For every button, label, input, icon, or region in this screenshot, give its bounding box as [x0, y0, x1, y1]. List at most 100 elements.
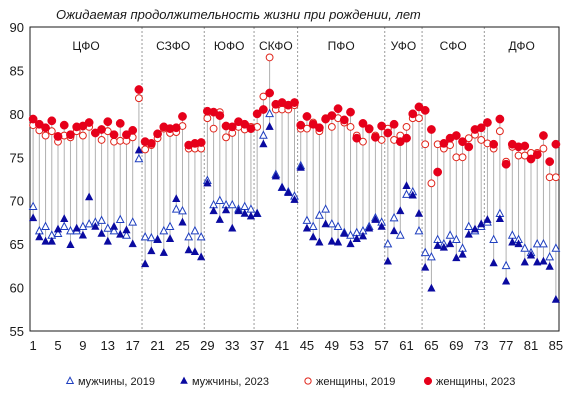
point-women-2023 — [495, 114, 505, 124]
point-men-2023 — [551, 294, 560, 303]
point-women-2023 — [352, 133, 362, 143]
point-men-2019 — [227, 199, 237, 209]
point-men-2023 — [153, 235, 162, 243]
point-men-2019 — [333, 221, 343, 231]
y-tick-label: 75 — [10, 150, 24, 165]
point-women-2019 — [359, 137, 367, 146]
x-tick-label: 29 — [200, 338, 214, 353]
point-women-2023 — [364, 124, 374, 134]
point-women-2023 — [520, 141, 530, 151]
point-women-2023 — [532, 150, 542, 160]
point-men-2023 — [514, 239, 523, 248]
point-women-2019 — [427, 179, 436, 188]
point-women-2023 — [246, 124, 256, 134]
point-men-2019 — [115, 214, 125, 224]
point-women-2023 — [265, 88, 274, 98]
x-tick-label: 1 — [29, 338, 36, 353]
x-tick-label: 21 — [150, 338, 164, 353]
point-women-2023 — [402, 133, 411, 143]
district-label: СЗФО — [156, 39, 190, 53]
x-tick-label: 57 — [374, 338, 388, 353]
x-tick-label: 61 — [399, 338, 413, 353]
point-women-2023 — [128, 125, 138, 135]
point-men-2019 — [109, 225, 119, 235]
point-men-2023 — [265, 122, 274, 130]
point-men-2023 — [433, 241, 442, 249]
point-women-2023 — [97, 125, 106, 134]
y-tick-label: 55 — [10, 324, 24, 339]
point-men-2019 — [383, 238, 393, 248]
data-markers — [28, 53, 561, 303]
legend-label: мужчины, 2023 — [192, 376, 269, 388]
point-women-2023 — [371, 132, 380, 142]
point-men-2019 — [302, 215, 312, 224]
point-women-2019 — [421, 140, 430, 149]
point-women-2023 — [408, 109, 418, 119]
point-men-2023 — [141, 259, 150, 268]
point-men-2023 — [221, 205, 231, 214]
point-men-2019 — [395, 230, 405, 239]
point-women-2019 — [110, 137, 118, 146]
point-men-2019 — [346, 230, 355, 239]
district-label: ЮФО — [214, 39, 245, 53]
point-men-2023 — [234, 206, 243, 215]
point-women-2023 — [539, 131, 548, 140]
point-men-2023 — [122, 225, 131, 234]
point-women-2023 — [433, 167, 443, 177]
point-women-2019 — [464, 134, 473, 143]
point-men-2023 — [421, 262, 430, 271]
y-tick-label: 70 — [10, 194, 24, 209]
x-tick-label: 37 — [250, 338, 264, 353]
point-women-2023 — [171, 123, 181, 133]
point-women-2023 — [389, 119, 399, 129]
point-women-2023 — [47, 116, 57, 126]
point-men-2023 — [526, 250, 536, 259]
point-women-2019 — [539, 144, 548, 153]
x-tick-label: 77 — [499, 338, 513, 353]
legend-marker — [304, 377, 312, 385]
point-women-2019 — [209, 124, 218, 133]
point-men-2023 — [377, 222, 386, 230]
y-tick-label: 80 — [10, 107, 24, 122]
point-men-2023 — [277, 182, 287, 191]
x-tick-label: 81 — [524, 338, 538, 353]
point-women-2023 — [545, 157, 555, 167]
point-men-2023 — [452, 253, 461, 262]
point-men-2023 — [184, 245, 193, 254]
point-men-2019 — [426, 251, 436, 261]
point-men-2019 — [215, 195, 225, 204]
legend-marker — [180, 376, 188, 384]
point-women-2023 — [59, 120, 69, 130]
point-women-2023 — [290, 98, 299, 107]
point-men-2023 — [215, 215, 224, 223]
point-women-2023 — [451, 131, 461, 140]
point-women-2023 — [476, 123, 486, 133]
point-men-2019 — [171, 204, 181, 213]
point-men-2023 — [346, 239, 355, 248]
point-women-2019 — [346, 122, 355, 131]
point-men-2023 — [284, 188, 293, 196]
y-tick-label: 85 — [10, 63, 24, 78]
point-men-2019 — [402, 189, 411, 198]
district-labels: ЦФО СЗФО ЮФО СКФО ПФО УФО СФО ДФО — [72, 39, 534, 53]
point-men-2019 — [551, 243, 561, 252]
point-men-2023 — [396, 206, 405, 215]
point-men-2019 — [308, 221, 318, 231]
point-men-2019 — [165, 221, 175, 231]
x-tick-label: 65 — [424, 338, 438, 353]
point-women-2019 — [458, 153, 467, 162]
point-men-2023 — [203, 178, 212, 187]
point-men-2023 — [103, 236, 112, 245]
point-men-2019 — [78, 221, 88, 231]
y-tick-label: 60 — [10, 281, 24, 296]
point-men-2019 — [545, 251, 555, 261]
point-women-2019 — [259, 92, 268, 101]
point-men-2023 — [78, 230, 87, 239]
point-women-2023 — [196, 138, 206, 147]
point-men-2023 — [290, 195, 299, 203]
district-label: СКФО — [259, 39, 293, 53]
legend: мужчины, 2019 мужчины, 2023 женщины, 2019 ж… — [65, 376, 515, 388]
point-women-2023 — [28, 114, 38, 124]
point-men-2023 — [228, 223, 237, 232]
